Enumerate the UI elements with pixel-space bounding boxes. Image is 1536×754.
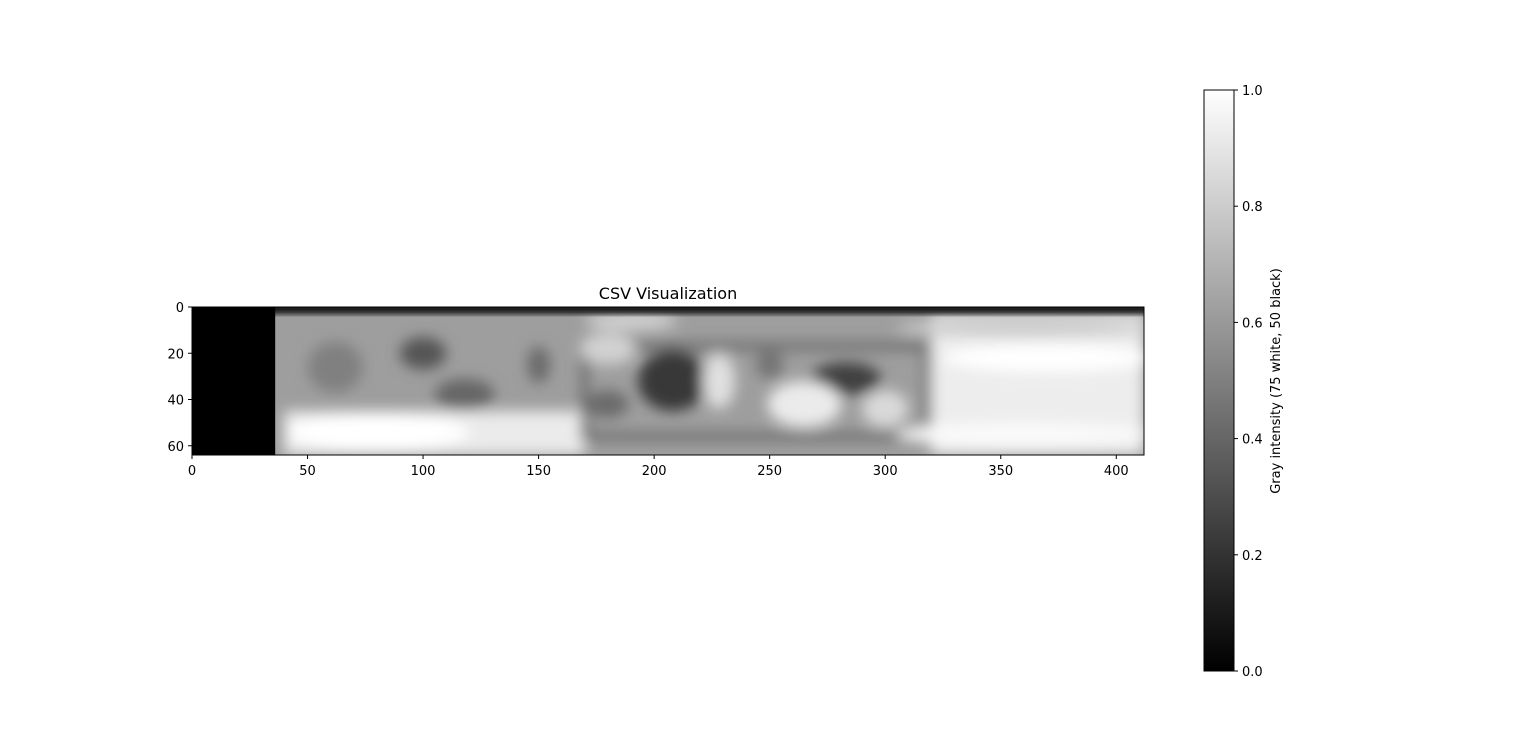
heatmap-region-top-dark-row — [255, 303, 1164, 314]
heatmap-blob — [897, 423, 1151, 446]
heatmap-blob — [943, 344, 1151, 372]
colorbar-tick-label: 0.4 — [1242, 433, 1263, 448]
x-tick-label: 100 — [411, 464, 436, 479]
colorbar-tick-label: 0.2 — [1242, 549, 1263, 564]
heatmap-blob — [308, 342, 363, 393]
heatmap-blob — [284, 413, 469, 450]
heatmap-blob — [435, 379, 495, 411]
y-tick-label: 0 — [176, 301, 184, 316]
heatmap-blob — [585, 312, 677, 331]
colorbar-tick-label: 0.6 — [1242, 316, 1263, 331]
colorbar: 0.0 0.2 0.4 0.6 0.8 1.0 Gray intensity (75 wh… — [1204, 84, 1284, 680]
x-tick-label: 400 — [1104, 464, 1129, 479]
x-tick-label: 50 — [299, 464, 316, 479]
y-tick-label: 40 — [167, 394, 184, 409]
x-axis: 0 50 100 150 200 250 300 350 400 — [188, 455, 1129, 479]
chart-title: CSV Visualization — [599, 284, 737, 303]
heatmap-blob — [638, 351, 707, 411]
x-tick-label: 250 — [757, 464, 782, 479]
colorbar-ticks: 0.0 0.2 0.4 0.6 0.8 1.0 — [1234, 84, 1263, 680]
colorbar-gradient — [1204, 90, 1234, 671]
heatmap-blob — [756, 351, 784, 379]
colorbar-tick-label: 0.8 — [1242, 200, 1263, 215]
y-tick-label: 20 — [167, 347, 184, 362]
heatmap-blob — [400, 337, 446, 369]
y-tick-label: 60 — [167, 440, 184, 455]
heatmap-blob — [862, 390, 908, 427]
heatmap-blob — [527, 346, 550, 383]
colorbar-label: Gray intensity (75 white, 50 black) — [1269, 268, 1284, 494]
x-tick-label: 200 — [642, 464, 667, 479]
x-tick-label: 150 — [526, 464, 551, 479]
colorbar-tick-label: 0.0 — [1242, 665, 1263, 680]
y-axis: 0 20 40 60 — [167, 301, 192, 455]
heatmap-blob — [767, 381, 841, 427]
x-tick-label: 350 — [988, 464, 1013, 479]
heatmap-blob — [897, 319, 1151, 338]
heatmap-blob — [587, 390, 629, 418]
heatmap-edge-layer — [255, 303, 1164, 314]
heatmap-region-black-band — [192, 307, 275, 455]
heatmap-blob — [703, 353, 735, 409]
x-tick-label: 0 — [188, 464, 196, 479]
colorbar-tick-label: 1.0 — [1242, 84, 1263, 99]
x-tick-label: 300 — [873, 464, 898, 479]
heatmap-plot-area — [192, 303, 1164, 455]
heatmap-image — [192, 303, 1164, 455]
heatmap-blob — [580, 332, 635, 364]
